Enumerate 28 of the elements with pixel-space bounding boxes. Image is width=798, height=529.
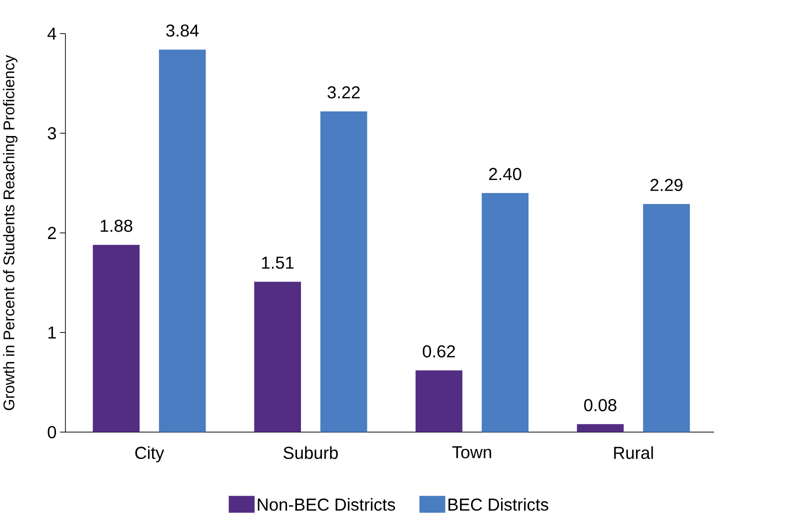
data-label: 1.88 (100, 220, 132, 232)
x-tick-label: Suburb (284, 446, 338, 460)
y-tick-label: 2 (48, 227, 56, 240)
bar (254, 282, 301, 432)
data-label: 2.29 (650, 179, 682, 192)
x-tick-label: Rural (614, 446, 653, 460)
data-label: 3.22 (328, 86, 360, 99)
x-tick-label: City (135, 446, 164, 463)
data-label: 1.51 (262, 256, 294, 270)
bar (482, 193, 529, 432)
legend-label: BEC Districts (448, 498, 548, 511)
bar (576, 424, 624, 432)
data-label: 0.08 (584, 399, 616, 412)
data-label: 0.62 (422, 345, 455, 358)
y-tick-label: 1 (48, 326, 56, 339)
bar (158, 50, 206, 432)
y-tick-label: 3 (48, 127, 56, 140)
y-tick-label: 4 (48, 28, 56, 40)
data-label: 2.40 (489, 168, 522, 180)
x-tick-label: Town (452, 446, 492, 459)
y-tick-label: 0 (48, 426, 56, 438)
bar (92, 245, 140, 432)
data-label: 3.84 (166, 24, 199, 37)
bar (416, 370, 462, 432)
y-axis-title: Growth in Percent of Students Reaching Proficiency (3, 55, 18, 410)
legend-label: Non-BEC Districts (258, 498, 396, 511)
bar (643, 204, 690, 432)
bar (320, 112, 368, 432)
